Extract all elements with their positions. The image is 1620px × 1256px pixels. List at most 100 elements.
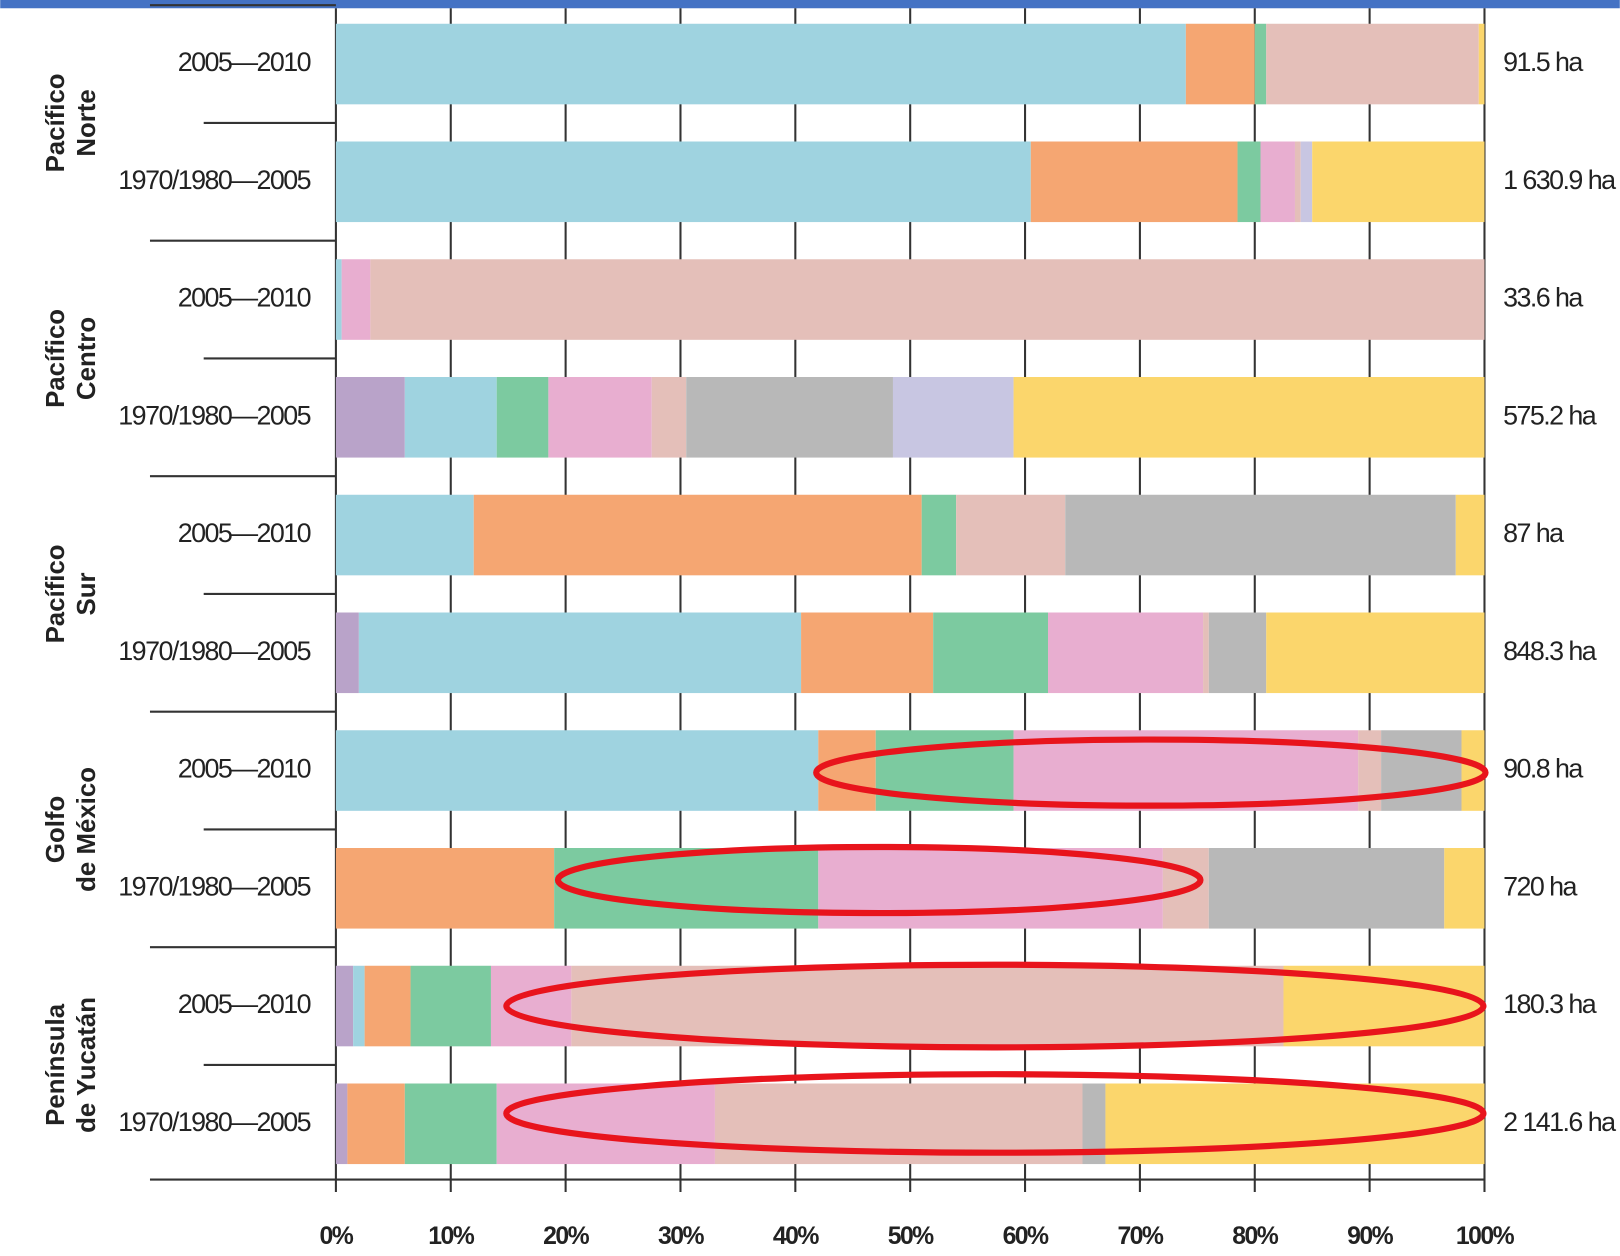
top-bar xyxy=(0,0,1620,9)
group-label: de Yucatán xyxy=(73,997,101,1133)
bar-total-label: 87 ha xyxy=(1503,518,1564,548)
x-tick-label: 40% xyxy=(773,1223,819,1250)
bar-total-label: 91.5 ha xyxy=(1503,47,1583,77)
x-tick-label: 30% xyxy=(658,1223,704,1250)
bar-segment xyxy=(818,730,876,811)
group-label: Sur xyxy=(73,572,101,615)
bar-segment xyxy=(1260,141,1295,223)
category-label: 2005—2010 xyxy=(178,47,311,77)
bar-segment xyxy=(410,965,491,1047)
bar-segment xyxy=(686,377,893,458)
bar-total-label: 575.2 ha xyxy=(1503,400,1597,430)
bar-total-label: 33.6 ha xyxy=(1503,283,1583,313)
bar-segment xyxy=(1478,23,1485,105)
x-tick-label: 90% xyxy=(1347,1223,1393,1250)
highlight-ellipse xyxy=(503,1071,1487,1156)
bar-segment xyxy=(473,494,922,576)
group-label: Pacífico xyxy=(42,309,70,408)
bar-segment xyxy=(490,965,572,1047)
bar-segment xyxy=(1461,730,1485,811)
highlight-ellipse xyxy=(554,843,1204,917)
group-label: de México xyxy=(73,767,101,892)
bar-segment xyxy=(1048,612,1204,694)
bar-segment xyxy=(801,612,934,694)
bar-segment xyxy=(364,965,411,1047)
bar-segment xyxy=(335,259,342,340)
bars xyxy=(335,23,1485,1165)
bar-total-label: 1 630.9 ha xyxy=(1503,165,1616,195)
bar-segment xyxy=(1065,494,1456,576)
category-label: 1970/1980—2005 xyxy=(118,871,310,901)
bar-segment xyxy=(933,612,1049,694)
bar-segment xyxy=(335,494,474,576)
bar-segment xyxy=(892,377,1014,458)
group-label: Golfo xyxy=(42,796,70,863)
bar-segment xyxy=(1444,848,1485,929)
group-label: Norte xyxy=(73,89,101,156)
bar-segment xyxy=(335,848,555,929)
group-label: Centro xyxy=(73,317,101,400)
bar-segment xyxy=(651,377,687,458)
group-label: Pacífico xyxy=(42,544,70,643)
bar-segment xyxy=(347,1083,405,1165)
bar-segment xyxy=(341,259,371,340)
bar-segment xyxy=(1455,494,1485,576)
bar-segment xyxy=(1030,141,1238,223)
x-tick-label: 70% xyxy=(1117,1223,1163,1250)
bar-segment xyxy=(1300,141,1313,223)
bar-segment xyxy=(1203,612,1209,694)
bar-segment xyxy=(335,141,1031,223)
bar-segment xyxy=(1283,965,1485,1047)
highlight-ellipse xyxy=(503,961,1487,1051)
bar-segment xyxy=(1294,141,1301,223)
bar-total-label: 720 ha xyxy=(1503,871,1577,901)
bar-total-label: 848.3 ha xyxy=(1503,636,1597,666)
bar-segment xyxy=(404,1083,497,1165)
bar-segment xyxy=(1266,23,1479,105)
bar-segment xyxy=(1266,612,1485,694)
bar-segment xyxy=(1013,377,1485,458)
bar-segment xyxy=(335,1083,348,1165)
bar-segment xyxy=(1381,730,1462,811)
bar-segment xyxy=(1082,1083,1106,1165)
bar-total-label: 2 141.6 ha xyxy=(1503,1107,1616,1137)
labels: 0% 10% 20% 30% 40% 50% 60% 70% 80% 90% 100% Pacífic… xyxy=(42,47,1618,1250)
bar-segment xyxy=(554,848,819,929)
bar-segment xyxy=(548,377,652,458)
annotations xyxy=(503,736,1489,1156)
x-tick-label: 20% xyxy=(543,1223,589,1250)
category-label: 2005—2010 xyxy=(178,754,311,784)
category-label: 1970/1980—2005 xyxy=(118,400,310,430)
bar-segment xyxy=(1208,612,1267,694)
bar-segment xyxy=(353,965,365,1047)
x-tick-label: 50% xyxy=(888,1223,934,1250)
bar-segment xyxy=(335,612,359,694)
bar-segment xyxy=(335,730,819,811)
bar-segment xyxy=(956,494,1066,576)
category-label: 2005—2010 xyxy=(178,283,311,313)
category-label: 1970/1980—2005 xyxy=(118,165,310,195)
bar-segment xyxy=(571,965,1284,1047)
bar-segment xyxy=(335,23,1186,105)
highlight-ellipse xyxy=(813,736,1489,809)
x-tick-label: 10% xyxy=(428,1223,474,1250)
x-tick-label: 60% xyxy=(1003,1223,1049,1250)
category-label: 2005—2010 xyxy=(178,518,311,548)
bar-segment xyxy=(370,259,1485,340)
bar-segment xyxy=(1254,23,1267,105)
category-label: 1970/1980—2005 xyxy=(118,1107,310,1137)
category-label: 1970/1980—2005 xyxy=(118,636,310,666)
bar-segment xyxy=(1237,141,1261,223)
bar-segment xyxy=(1208,848,1445,929)
bar-total-label: 180.3 ha xyxy=(1503,989,1597,1019)
bar-segment xyxy=(1312,141,1485,223)
x-tick-label: 100% xyxy=(1456,1223,1515,1250)
bar-segment xyxy=(335,965,354,1047)
bar-segment xyxy=(1185,23,1255,105)
x-tick-label: 0% xyxy=(320,1223,354,1250)
bar-segment xyxy=(404,377,497,458)
bar-segment xyxy=(496,377,549,458)
group-label: Península xyxy=(42,1003,70,1126)
bar-segment xyxy=(921,494,957,576)
